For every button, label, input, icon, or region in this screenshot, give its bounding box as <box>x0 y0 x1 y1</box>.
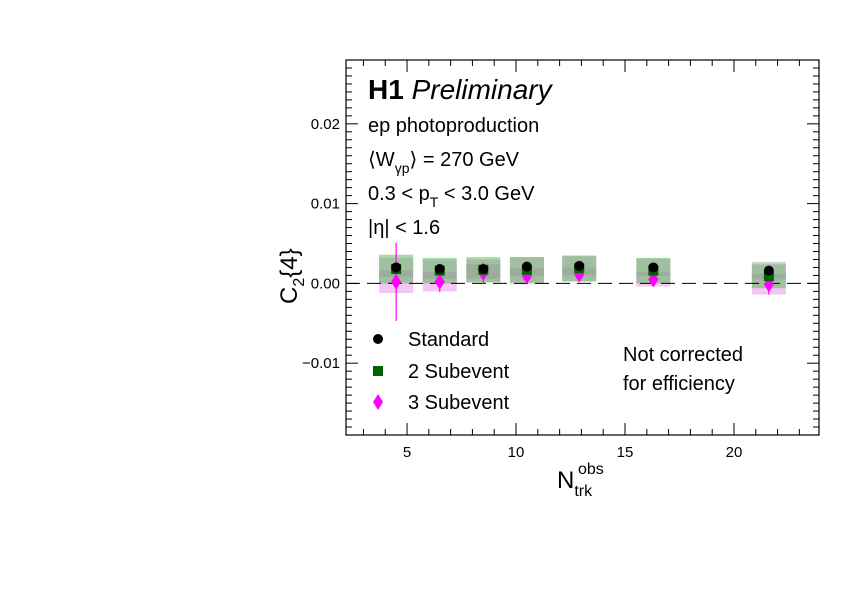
legend-marker-2-subevent <box>373 366 383 376</box>
x-axis-title-sup-part: obs <box>578 461 604 478</box>
annotation-w-gamma-p-part: ⟨W <box>368 149 395 171</box>
y-axis-title-part: C <box>276 287 303 304</box>
annotation-pt-range-part: 0.3 < p <box>368 183 430 205</box>
annotation-w-gamma-p: ⟨Wγp⟩ = 270 GeV <box>368 149 520 176</box>
annotation-process: ep photoproduction <box>368 115 539 137</box>
legend-marker-standard <box>373 334 383 344</box>
x-tick-label: 5 <box>403 444 411 461</box>
data-point-standard <box>521 261 532 272</box>
note-not-corrected: Not corrected <box>623 344 743 366</box>
data-point-standard <box>478 264 489 275</box>
annotation-eta-cut: |η| < 1.6 <box>368 217 440 239</box>
legend-label: 2 Subevent <box>408 361 510 383</box>
data-point-2-subevent <box>763 271 774 282</box>
legend-label: 3 Subevent <box>408 392 510 414</box>
y-tick-label: 0.00 <box>311 275 340 292</box>
data-point-standard <box>648 262 659 273</box>
x-axis-title: Ntrk <box>557 467 593 500</box>
y-axis-title-part: 2 <box>291 278 308 287</box>
annotation-w-gamma-p-part: γp <box>395 160 410 176</box>
y-tick-label: 0.01 <box>311 196 340 213</box>
x-axis-title-sup: obs <box>578 461 604 478</box>
x-axis-title-part: trk <box>574 483 593 500</box>
annotation-w-gamma-p-part: ⟩ = 270 GeV <box>409 149 519 171</box>
plot-frame <box>345 59 820 436</box>
x-axis-title-part: N <box>557 467 574 494</box>
annotation-pt-range-part: T <box>430 194 439 210</box>
note-for-efficiency: for efficiency <box>623 373 735 395</box>
y-axis-title-part: {4} <box>276 248 303 277</box>
experiment-label-part <box>404 74 412 105</box>
legend-marker-3-subevent <box>373 394 383 410</box>
data-point-3-subevent <box>391 273 402 290</box>
x-tick-label: 10 <box>508 444 525 461</box>
y-axis-title: C2{4} <box>276 248 308 304</box>
data-point-standard <box>434 264 445 275</box>
annotation-pt-range: 0.3 < pT < 3.0 GeV <box>368 183 535 210</box>
y-tick-label: 0.02 <box>311 116 340 133</box>
experiment-label-part: Preliminary <box>412 74 554 105</box>
data-point-standard <box>763 265 774 276</box>
experiment-label: H1 Preliminary <box>368 74 554 105</box>
x-tick-label: 20 <box>726 444 743 461</box>
y-tick-label: −0.01 <box>302 355 340 372</box>
annotation-pt-range-part: < 3.0 GeV <box>438 183 535 205</box>
data-point-3-subevent <box>434 273 445 290</box>
legend-label: Standard <box>408 329 489 351</box>
data-point-standard <box>574 260 585 271</box>
x-tick-label: 15 <box>617 444 634 461</box>
data-point-standard <box>391 262 402 273</box>
experiment-label-part: H1 <box>368 74 404 105</box>
